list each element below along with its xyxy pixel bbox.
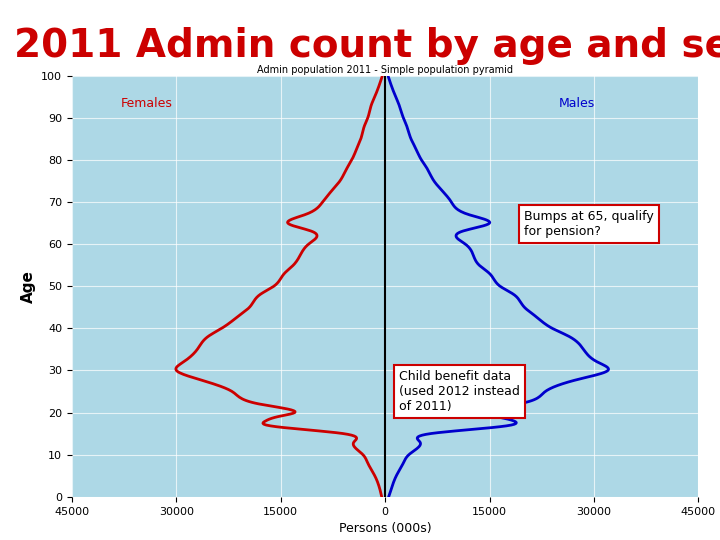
Text: Females: Females (121, 97, 173, 110)
Text: Child benefit data
(used 2012 instead
of 2011): Child benefit data (used 2012 instead of… (399, 370, 520, 414)
Y-axis label: Age: Age (21, 270, 36, 302)
Text: 2011 Admin count by age and sex: 2011 Admin count by age and sex (14, 27, 720, 65)
Text: Bumps at 65, qualify
for pension?: Bumps at 65, qualify for pension? (524, 211, 654, 238)
Title: Admin population 2011 - Simple population pyramid: Admin population 2011 - Simple populatio… (257, 65, 513, 75)
Text: Males: Males (559, 97, 595, 110)
X-axis label: Persons (000s): Persons (000s) (339, 522, 431, 535)
